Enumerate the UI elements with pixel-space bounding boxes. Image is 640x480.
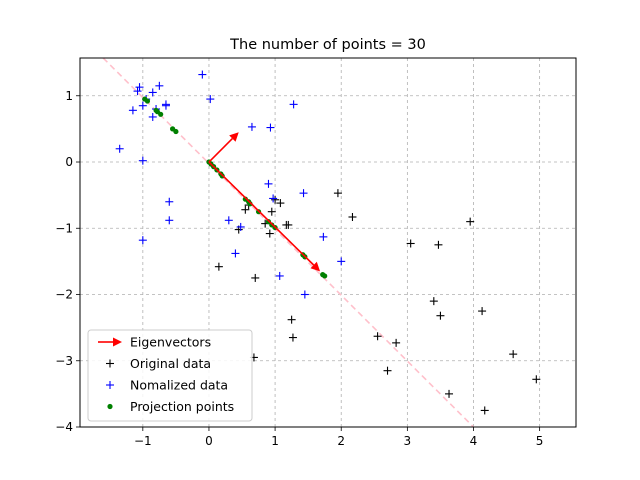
projection-point <box>173 128 179 135</box>
legend-box <box>87 329 253 422</box>
normalized-data-point <box>165 216 174 225</box>
x-tick-label: 5 <box>536 434 544 448</box>
y-tick-label: −4 <box>55 420 73 434</box>
legend-plus-marker <box>106 359 114 368</box>
normalized-data-point <box>299 189 308 198</box>
x-tick-label: 0 <box>205 434 213 448</box>
normalized-data-point <box>224 216 233 225</box>
original-data-point <box>265 229 274 238</box>
plot-frame <box>79 57 577 428</box>
normalized-data-point <box>155 81 164 90</box>
original-data-point <box>373 332 382 341</box>
normalized-data-point <box>275 271 284 280</box>
normalized-data-point <box>247 122 256 131</box>
normalized-data-point <box>289 100 298 109</box>
projection-point <box>322 273 328 279</box>
plot-area <box>102 58 541 427</box>
original-data-point <box>214 262 223 271</box>
original-data-point <box>288 333 297 342</box>
legend-plus-marker <box>106 381 114 389</box>
original-data-point <box>348 212 357 221</box>
normalized-data-point <box>161 101 170 110</box>
legend-label: Eigenvectors <box>130 335 211 350</box>
legend: Eigenvectors Original data Nomalized data P… <box>87 329 253 422</box>
eigenvector-arrow <box>208 161 321 272</box>
normalized-data-point <box>337 257 346 266</box>
eigenvector-arrow-head <box>229 132 239 142</box>
legend-dot-marker <box>107 403 113 410</box>
original-data-point <box>383 366 392 375</box>
original-data-point <box>436 311 445 320</box>
eigenvector-arrow <box>208 132 239 163</box>
x-tick-label: 3 <box>404 434 412 448</box>
y-tick-label: 0 <box>65 155 73 169</box>
normalized-data-point <box>236 222 245 231</box>
original-data-point <box>287 315 296 324</box>
legend-label: Projection points <box>130 399 234 414</box>
normalized-data-point <box>264 179 273 188</box>
y-tick-label: −2 <box>55 288 73 302</box>
original-data-point <box>271 195 280 204</box>
projection-point <box>144 98 151 104</box>
original-data-point <box>445 389 454 398</box>
y-tick-label: 1 <box>65 89 73 103</box>
normalized-data-point <box>266 123 275 132</box>
original-data-point <box>478 307 487 316</box>
axes: −1 0 1 2 3 4 5 −4 −3 −2 −1 0 1 <box>55 89 543 448</box>
normalized-data-point <box>135 83 144 92</box>
original-data-point <box>333 189 342 198</box>
normalized-data-point <box>206 95 215 104</box>
normalized-data-point <box>148 112 157 121</box>
y-tick-label: −3 <box>55 354 73 368</box>
chart-title: The number of points = 30 <box>229 37 426 53</box>
normalized-data-point <box>319 232 328 241</box>
normalized-data-point <box>138 156 147 165</box>
legend-label: Nomalized data <box>130 378 228 393</box>
original-data-point <box>406 239 415 248</box>
eigenvector-arrow-shaft <box>208 138 233 163</box>
legend-entry: Nomalized data <box>106 378 228 393</box>
original-data-point <box>392 338 401 347</box>
original-data-point <box>434 240 443 249</box>
original-data-point <box>480 406 489 415</box>
projection-point <box>158 111 164 117</box>
x-tick-label: 1 <box>271 434 279 448</box>
normalized-data-point <box>148 88 157 97</box>
legend-label: Original data <box>130 356 211 371</box>
normalized-data-point <box>231 249 240 258</box>
normalized-data-point <box>128 106 137 115</box>
y-tick-label: −1 <box>55 221 73 235</box>
original-data-point <box>241 205 250 214</box>
projection-line <box>102 58 475 427</box>
legend-entry: Eigenvectors <box>98 335 211 350</box>
original-data-point <box>429 297 438 306</box>
original-data-point <box>466 217 475 226</box>
x-tick-label: 2 <box>337 434 345 448</box>
original-data-point <box>532 375 541 384</box>
original-data-point <box>251 273 260 282</box>
original-data-point <box>509 350 518 359</box>
normalized-data-point <box>115 144 124 153</box>
projection-point <box>247 201 253 207</box>
original-data-point <box>276 199 285 208</box>
normalized-data-point <box>269 194 278 203</box>
normalized-data-point <box>133 87 142 96</box>
x-tick-label: −1 <box>134 434 152 448</box>
eigenvector-arrow-head <box>310 261 321 272</box>
legend-arrow-marker-head <box>113 337 122 347</box>
x-tick-label: 4 <box>470 434 478 448</box>
normalized-data-point <box>198 70 207 79</box>
legend-arrow-marker <box>98 337 122 347</box>
original-data-point <box>267 207 276 216</box>
legend-entry: Projection points <box>107 399 234 414</box>
normalized-data-point <box>165 197 174 206</box>
normalized-data-point <box>138 101 147 110</box>
original-data-point <box>282 220 291 229</box>
normalized-data-point <box>300 290 309 299</box>
eigenvector-arrow-shaft <box>208 161 315 266</box>
legend-entry: Original data <box>106 356 211 371</box>
normalized-data-point <box>138 236 147 245</box>
